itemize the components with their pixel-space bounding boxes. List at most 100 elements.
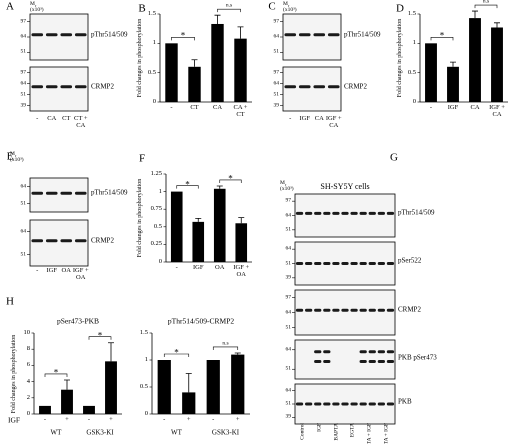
x-tick-label: + [186, 416, 191, 423]
mr-tick-label: 97 [285, 293, 292, 300]
error-bar [108, 342, 114, 362]
x-tick-label: - [43, 416, 47, 423]
significance-bracket [88, 336, 112, 340]
bar [231, 354, 245, 414]
blot-band [31, 239, 44, 243]
mr-label: Mr (x10³) [30, 1, 44, 14]
error-bar [234, 352, 241, 355]
lane-label: BAPTA [332, 423, 339, 441]
blot-band [314, 402, 322, 406]
blot-box [282, 66, 342, 112]
blot-band [314, 308, 322, 312]
y-axis-label: Fold changes in phosphorylation [137, 18, 143, 98]
bar [447, 66, 459, 102]
blot-band [386, 402, 395, 406]
group-label: GSK3-KI [211, 428, 240, 437]
blot-band [368, 211, 376, 215]
blot-band [295, 402, 304, 406]
mr-text: M [30, 1, 35, 7]
x-tick-label: - [429, 104, 433, 111]
lane-label: EGTA [349, 423, 356, 438]
blot-band [295, 262, 304, 265]
blot-box [29, 13, 89, 61]
bar [39, 405, 51, 414]
blot-band [323, 402, 331, 406]
blot-band [359, 308, 367, 312]
mr-tick-label: 97 [285, 197, 292, 204]
bar [192, 221, 205, 262]
bar [157, 360, 171, 414]
bar [234, 38, 247, 102]
blot-band [341, 211, 349, 215]
x-tick-label: - [87, 416, 91, 423]
lane-label: IGF + OA [72, 267, 89, 281]
mr-tick-label: 51 [285, 365, 292, 372]
significance-bracket [176, 185, 199, 189]
y-tick-label: 1.25 [150, 169, 162, 177]
significance-label: * [174, 347, 179, 358]
y-tick-label: 1.5 [139, 328, 148, 336]
lane-label: IGF [316, 423, 323, 432]
mr-tick-label: 64 [20, 33, 27, 40]
error-bar [237, 26, 244, 39]
blot-band [31, 85, 44, 89]
y-tick-label: 1 [158, 187, 162, 195]
blot-band [377, 262, 385, 265]
blot-band [74, 191, 87, 195]
y-tick-label: 8 [26, 344, 30, 352]
blot-band [386, 308, 395, 312]
mr-text: M [10, 151, 15, 157]
blot-band [323, 308, 331, 312]
blot-band [323, 359, 331, 363]
error-bar [185, 373, 192, 393]
lane-label: IGF + CA [325, 115, 342, 129]
blot-band [377, 402, 385, 406]
x-tick-label: - [212, 416, 215, 423]
panel-letter: D [396, 2, 404, 15]
blot-band [350, 308, 358, 312]
mr-tick-label: 51 [20, 48, 27, 55]
bar [105, 361, 117, 414]
error-bar [191, 59, 198, 67]
mr-tick-label: 97 [20, 17, 27, 24]
blot-band [60, 239, 73, 243]
lane-label: IGF [299, 115, 310, 122]
significance-bracket [430, 37, 454, 41]
blot-box [294, 289, 396, 336]
significance-bracket [171, 37, 195, 41]
panel-letter: C [268, 0, 276, 13]
panel-letter: B [138, 2, 146, 15]
blot-band [313, 85, 326, 89]
blot-band [74, 33, 87, 37]
mr-tick-label: 64 [20, 227, 27, 234]
mr-tick-label: 64 [285, 386, 292, 393]
blot-band [31, 191, 44, 195]
x-tick-label: CA + CT [233, 104, 248, 118]
mr-tick-label: 64 [20, 182, 27, 189]
panel-letter: A [6, 0, 14, 13]
blot-box [29, 66, 89, 112]
mr-tick-label: 97 [273, 17, 280, 24]
panel-letter: E [6, 150, 14, 163]
mr-tick-label: 64 [285, 308, 292, 315]
significance-label: n.s [482, 0, 490, 5]
lane-label: - [36, 267, 39, 274]
y-axis-label: Fold changes in phosphorylation [11, 334, 17, 413]
blot-band [74, 85, 87, 89]
group-label: GSK3-KI [86, 428, 114, 437]
mr-tick-label: 51 [273, 48, 280, 55]
significance-label: * [439, 30, 445, 41]
mr-text: r [287, 3, 290, 9]
x-tick-label: + [65, 416, 69, 423]
mr-tick-label: 39 [285, 413, 292, 420]
x-tick-label: CA [470, 104, 480, 111]
blot-band [350, 211, 358, 215]
chart-title: pThr514/509-CRMP2 [167, 316, 235, 326]
blot-band [323, 350, 331, 354]
mr-tick-label: 64 [285, 245, 292, 252]
y-axis-label: Fold changes in phosphorylation [397, 18, 403, 98]
blot-band [368, 402, 376, 406]
bar [469, 18, 481, 102]
lane-label: - [289, 115, 292, 122]
